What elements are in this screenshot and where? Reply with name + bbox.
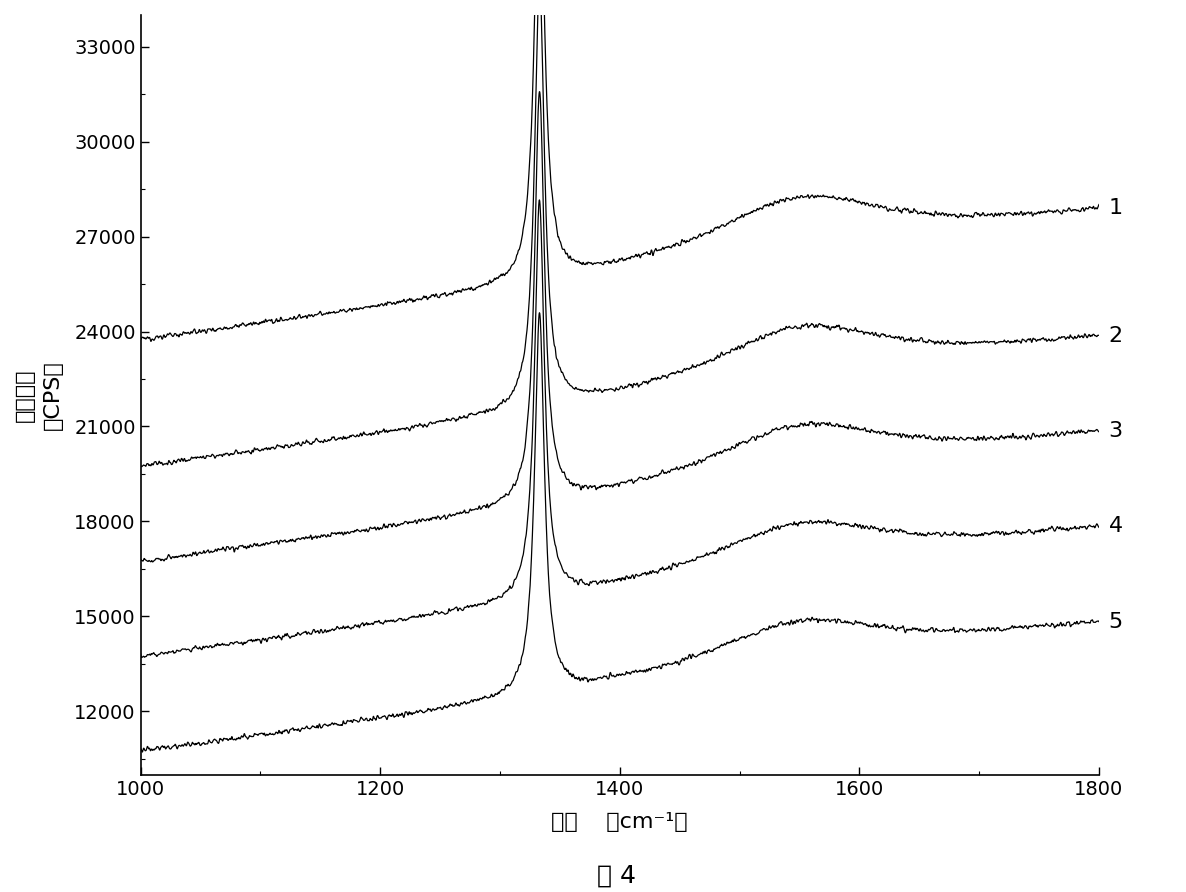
Text: 1: 1 <box>1109 198 1123 218</box>
Text: 3: 3 <box>1109 421 1123 442</box>
Text: 4: 4 <box>1109 516 1123 536</box>
Text: 2: 2 <box>1109 326 1123 345</box>
Text: 5: 5 <box>1109 612 1123 632</box>
Y-axis label: 相对强度
（CPS）: 相对强度 （CPS） <box>15 360 63 430</box>
X-axis label: 波数    （cm⁻¹）: 波数 （cm⁻¹） <box>551 813 688 832</box>
Text: 图 4: 图 4 <box>598 864 636 888</box>
